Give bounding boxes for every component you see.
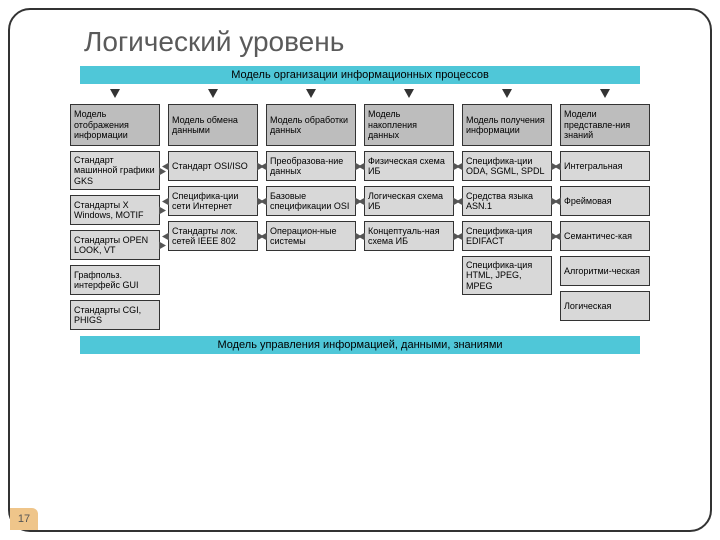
column: Модель обмена данными Стандарт OSI/ISO Спе… [168,88,258,330]
columns-container: Модель отображения информации Стандарт ма… [70,88,650,330]
cell: Логическая схема ИБ [364,186,454,216]
arrow-down-icon [404,89,414,98]
page-number: 17 [10,508,38,530]
cell: Концептуаль-ная схема ИБ [364,221,454,251]
arrow-right-icon [159,207,166,214]
cell: Семантичес-кая [560,221,650,251]
cell: Алгоритми-ческая [560,256,650,286]
column: Модель получения информации Специфика-ции… [462,88,552,330]
column-header: Модели представле-ния знаний [560,104,650,146]
arrow-left-icon [358,163,365,170]
cell: Средства языка ASN.1 [462,186,552,216]
slide-title: Логический уровень [84,26,686,58]
column: Модель отображения информации Стандарт ма… [70,88,160,330]
column: Модели представле-ния знаний Интегральная… [560,88,650,330]
cell: Графпольз. интерфейс GUI [70,265,160,295]
arrow-left-icon [554,163,561,170]
cell: Интегральная [560,151,650,181]
arrow-down-icon [306,89,316,98]
arrow-left-icon [456,198,463,205]
column-header: Модель накопления данных [364,104,454,146]
column: Модель накопления данных Физическая схема… [364,88,454,330]
cell: Фреймовая [560,186,650,216]
arrow-right-icon [159,242,166,249]
cell: Операцион-ные системы [266,221,356,251]
arrow-left-icon [162,198,169,205]
cell: Специфика-ция EDIFACT [462,221,552,251]
column: Модель обработки данных Преобразова-ние д… [266,88,356,330]
column-header: Модель обмена данными [168,104,258,146]
cell: Логическая [560,291,650,321]
arrow-left-icon [162,233,169,240]
cell: Стандарты X Windows, MOTIF [70,195,160,225]
arrow-left-icon [358,233,365,240]
cell: Базовые спецификации OSI [266,186,356,216]
cell: Специфика-ции ODA, SGML, SPDL [462,151,552,181]
column-header: Модель получения информации [462,104,552,146]
slide-frame: Логический уровень Модель организации ин… [8,8,712,532]
arrow-down-icon [110,89,120,98]
cell: Стандарты CGI, PHIGS [70,300,160,330]
column-header: Модель отображения информации [70,104,160,146]
cell: Стандарты лок. сетей IEEE 802 [168,221,258,251]
arrow-down-icon [600,89,610,98]
arrow-left-icon [260,198,267,205]
cell: Специфика-ции сети Интернет [168,186,258,216]
cell: Стандарты OPEN LOOK, VT [70,230,160,260]
cell: Стандарт машинной графики GKS [70,151,160,190]
arrow-left-icon [554,233,561,240]
arrow-left-icon [358,198,365,205]
arrow-left-icon [456,163,463,170]
arrow-down-icon [208,89,218,98]
column-header: Модель обработки данных [266,104,356,146]
cell: Преобразова-ние данных [266,151,356,181]
arrow-left-icon [162,163,169,170]
cell: Стандарт OSI/ISO [168,151,258,181]
arrow-left-icon [260,233,267,240]
top-banner: Модель организации информационных процес… [80,66,640,84]
arrow-left-icon [260,163,267,170]
arrow-left-icon [554,198,561,205]
cell: Физическая схема ИБ [364,151,454,181]
cell: Специфика-ция HTML, JPEG, MPEG [462,256,552,295]
arrow-down-icon [502,89,512,98]
arrow-left-icon [456,233,463,240]
bottom-banner: Модель управления информацией, данными, … [80,336,640,354]
